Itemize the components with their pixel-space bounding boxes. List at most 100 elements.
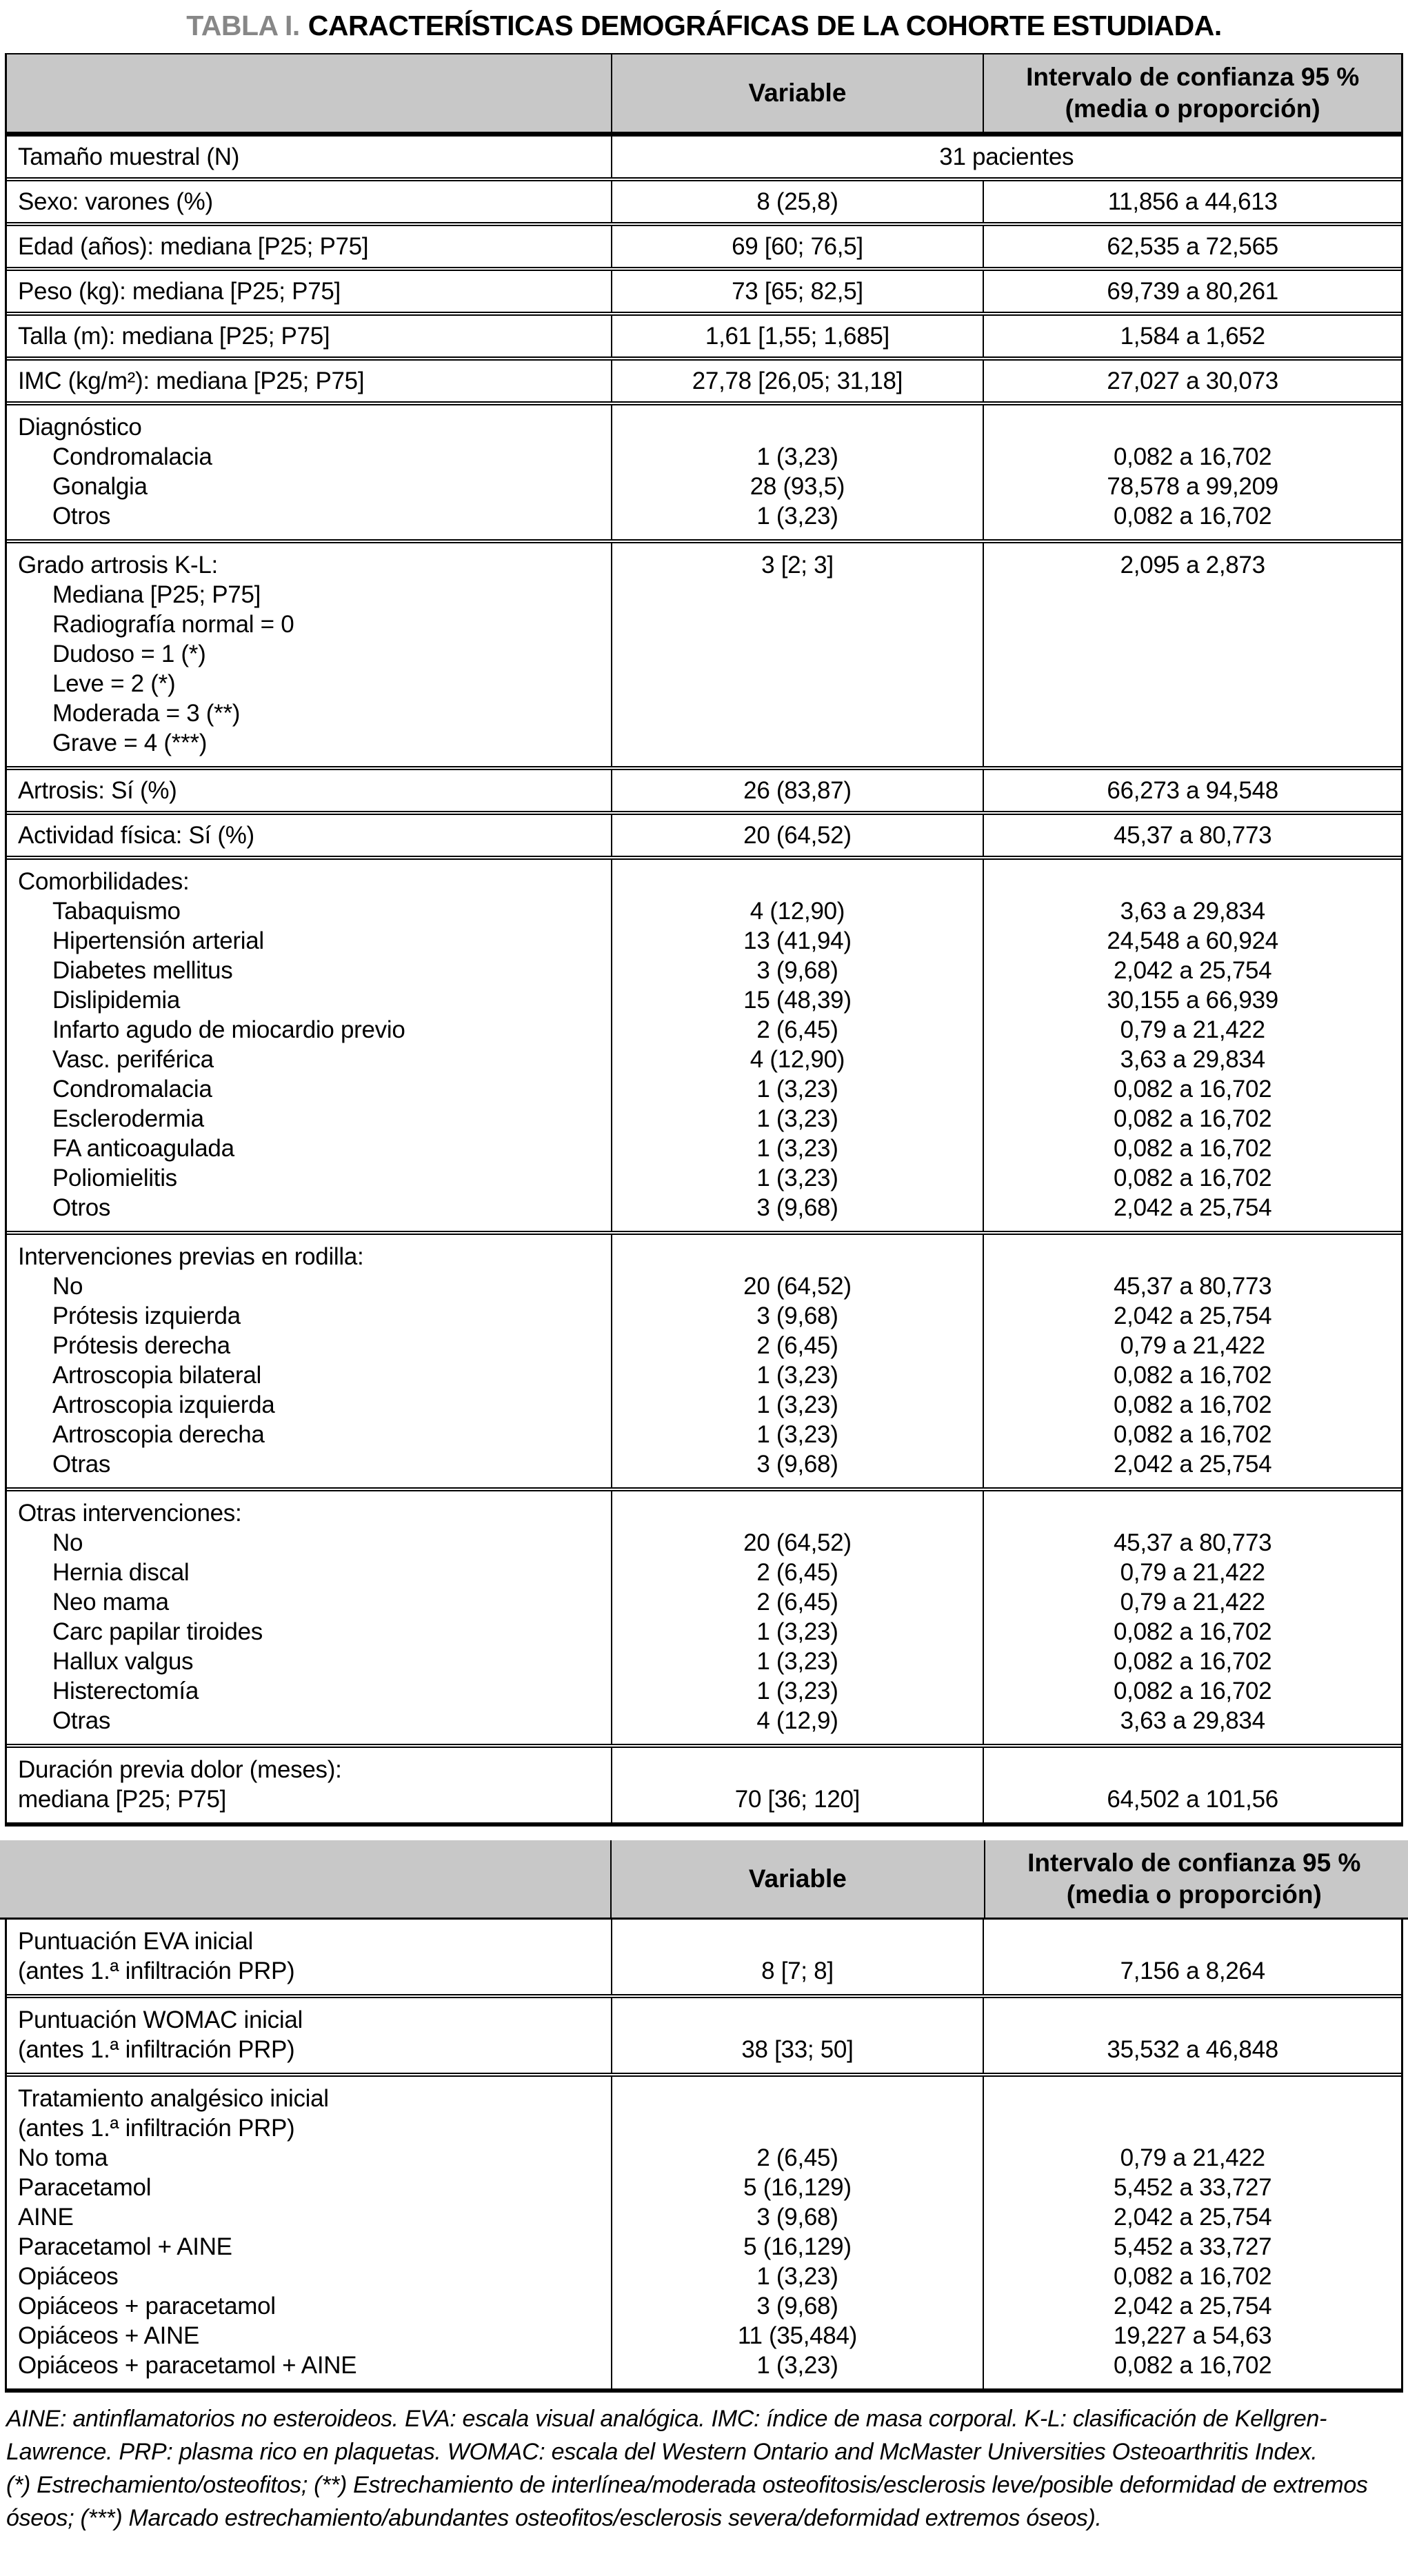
cell-line: 1 (3,23) [756,2352,838,2379]
cell-line: AINE [18,2204,74,2231]
cell-line: Intervenciones previas en rodilla: [18,1243,364,1270]
table-row-group: Duración previa dolor (meses): mediana [P… [7,1744,1401,1822]
cell-label: Peso (kg): mediana [P25; P75] [7,271,611,312]
cell-line [612,1242,983,1271]
cell-line: 2 (6,45) [756,1016,838,1043]
cell-ci: 11,856 a 44,613 [983,181,1401,222]
cell-line: Otras [52,1451,111,1478]
table-row-group: Intervenciones previas en rodilla: No Prót… [7,1231,1401,1487]
cell-line: 2,042 a 25,754 [1113,2204,1272,2231]
cell-label: Intervenciones previas en rodilla: No Prót… [7,1235,611,1487]
cell-line [984,2113,1401,2143]
header-ci-line1: Intervalo de confianza 95 % [1027,1849,1361,1877]
cell-line [612,610,983,639]
cell-line: 66,273 a 94,548 [1107,777,1278,804]
cell-line: (antes 1.ª infiltración PRP) [18,2115,295,2142]
cell-line: 2 (6,45) [756,1332,838,1359]
cell-line: 26 (83,87) [743,777,852,804]
table-footnotes: AINE: antinflamatorios no esteroideos. E… [6,2402,1402,2535]
cell-line: Duración previa dolor (meses): [18,1756,342,1783]
cell-line: Radiografía normal = 0 [52,611,294,638]
table-1-header-variable: Variable [610,54,983,132]
cell-variable: 2 (6,45) 5 (16,129) 3 (9,68) 5 (16,129) 1 (3… [610,2077,983,2388]
cell-line: 11 (35,484) [737,2322,857,2349]
cell-line: 3,63 a 29,834 [1120,1046,1265,1073]
cell-line: mediana [P25; P75] [18,1786,227,1813]
cell-line: Moderada = 3 (**) [52,700,241,727]
cell-line: Talla (m): mediana [P25; P75] [18,323,330,350]
cell-variable: 1 (3,23) 28 (93,5) 1 (3,23) [610,405,983,539]
cell-line [984,867,1401,896]
cell-line [984,1926,1401,1956]
cell-line: 28 (93,5) [750,473,845,500]
table-title-label: TABLA I. [186,10,300,41]
cell-line: Paracetamol [18,2174,152,2201]
cell-line: Artrosis: Sí (%) [18,777,177,804]
cell-line [612,669,983,698]
cell-line [612,2084,983,2113]
cell-line [984,610,1401,639]
cell-line: FA anticoagulada [52,1135,234,1162]
cell-line: Diabetes mellitus [52,957,233,984]
cell-line [612,728,983,758]
cell-line: 3 (9,68) [756,1194,838,1221]
cell-variable: 3 [2; 3] [610,543,983,766]
cell-line: 5,452 a 33,727 [1113,2233,1272,2260]
table-title: TABLA I. CARACTERÍSTICAS DEMOGRÁFICAS DE … [5,10,1403,42]
cell-line [984,580,1401,610]
table-1-header-row: Variable Intervalo de confianza 95 % (me… [7,54,1401,134]
cell-line: 20 (64,52) [743,822,852,849]
cell-line: Tabaquismo [52,898,181,925]
cell-variable: 20 (64,52) 2 (6,45) 2 (6,45) 1 (3,23) 1 (3,2… [610,1491,983,1744]
cell-line [984,728,1401,758]
cell-line: 8 [7; 8] [761,1958,834,1984]
cell-line [612,639,983,669]
cell-label: Tamaño muestral (N) [7,137,611,177]
cell-line [984,1755,1401,1784]
cell-line: 3 (9,68) [756,1451,838,1478]
cell-variable: 8 (25,8) [610,181,983,222]
cell-variable: 26 (83,87) [610,770,983,811]
cell-line: 1 (3,23) [756,1105,838,1132]
cell-ci: 1,584 a 1,652 [983,316,1401,356]
cell-line: No [52,1273,83,1300]
table-row: Peso (kg): mediana [P25; P75] 73 [65; 82,… [7,267,1401,312]
cell-line [984,698,1401,728]
cell-variable: 1,61 [1,55; 1,685] [610,316,983,356]
cell-line: Dudoso = 1 (*) [52,641,206,667]
cell-line: 0,082 a 16,702 [1113,1678,1272,1704]
cell-line: 19,227 a 54,63 [1113,2322,1272,2349]
cell-ci: 66,273 a 94,548 [983,770,1401,811]
cell-line: Leve = 2 (*) [52,670,176,697]
cell-variable: 20 (64,52) 3 (9,68) 2 (6,45) 1 (3,23) 1 (3,2… [610,1235,983,1487]
cell-line: Artroscopia izquierda [52,1391,275,1418]
cell-line [612,580,983,610]
cell-line: 0,082 a 16,702 [1113,1421,1272,1448]
cell-line: 0,79 a 21,422 [1120,1016,1265,1043]
cell-ci: 0,79 a 21,422 5,452 a 33,727 2,042 a 25,75… [983,2077,1401,2388]
cell-line: 3,63 a 29,834 [1120,1707,1265,1734]
cell-line: 1 (3,23) [756,1362,838,1389]
cell-line: Otros [52,503,111,530]
cell-line: 27,78 [26,05; 31,18] [692,368,903,394]
cell-line: Otras intervenciones: [18,1500,242,1527]
cell-line: 30,155 a 66,939 [1107,987,1278,1014]
cell-ci: 69,739 a 80,261 [983,271,1401,312]
cell-line: 2,042 a 25,754 [1113,1194,1272,1221]
cell-line: Carc papilar tiroides [52,1618,263,1645]
cell-line: Prótesis derecha [52,1332,230,1359]
cell-line: 4 (12,90) [750,1046,845,1073]
cell-line: Opiáceos [18,2263,119,2290]
cell-line: Prótesis izquierda [52,1302,241,1329]
cell-line: 13 (41,94) [743,927,852,954]
cell-line: 0,79 a 21,422 [1120,1589,1265,1616]
table-row-group: Diagnóstico Condromalacia Gonalgia Otros 1 … [7,401,1401,539]
cell-variable: 20 (64,52) [610,815,983,856]
cell-ci: 45,37 a 80,773 [983,815,1401,856]
cell-line: 3 (9,68) [756,2204,838,2231]
cell-variable: 27,78 [26,05; 31,18] [610,361,983,401]
table-2-header-row: Variable Intervalo de confianza 95 % (me… [0,1840,1408,1920]
cell-line: 2,042 a 25,754 [1113,1302,1272,1329]
cell-line: Opiáceos + AINE [18,2322,200,2349]
